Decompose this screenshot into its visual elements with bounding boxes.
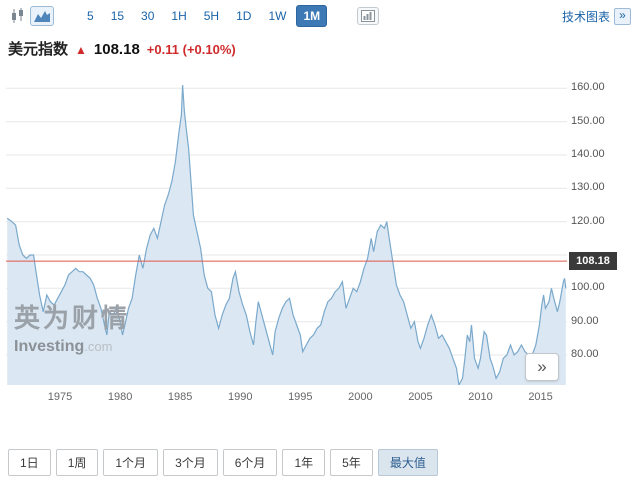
x-tick-label: 1975 xyxy=(47,391,73,403)
expand-chart-button[interactable]: » xyxy=(525,353,559,381)
x-tick-label: 1990 xyxy=(228,391,253,403)
chevron-right-icon: » xyxy=(614,7,631,25)
y-tick-label: 140.00 xyxy=(571,148,605,160)
technical-chart-link[interactable]: 技术图表 » xyxy=(561,7,631,25)
quote-header: 美元指数 ▲ 108.18 +0.11 (+0.10%) xyxy=(8,38,236,59)
interval-1m[interactable]: 1M xyxy=(296,5,328,27)
price-chart[interactable]: 英为财情 Investing.com » xyxy=(6,75,567,385)
y-tick-label: 100.00 xyxy=(571,281,605,294)
interval-group: 5 15 30 1H 5H 1D 1W 1M xyxy=(80,5,328,27)
x-tick-label: 1980 xyxy=(107,391,133,403)
range-selector: 1日 1周 1个月 3个月 6个月 1年 5年 最大值 xyxy=(8,449,438,476)
area-glyph xyxy=(34,11,50,22)
x-tick-label: 1985 xyxy=(167,391,193,403)
y-tick-label: 150.00 xyxy=(571,114,605,127)
candlestick-glyph xyxy=(12,8,23,23)
range-button-1[interactable]: 1周 xyxy=(55,449,99,476)
up-arrow-icon: ▲ xyxy=(75,43,87,57)
range-button-3[interactable]: 3个月 xyxy=(163,449,218,476)
y-tick-label: 120.00 xyxy=(571,214,605,227)
price-chart-canvas xyxy=(6,84,567,385)
x-axis: 1975 1980 1985 1990 1995 2000 2005 2010 2015 xyxy=(6,391,567,405)
instrument-name: 美元指数 xyxy=(8,41,69,58)
interval-1w[interactable]: 1W xyxy=(261,5,293,27)
y-tick-label: 130.00 xyxy=(571,181,605,194)
interval-1d[interactable]: 1D xyxy=(229,5,258,27)
y-tick-label: 80.00 xyxy=(571,348,599,360)
price-line xyxy=(6,84,567,385)
x-tick-label: 1995 xyxy=(288,391,313,403)
range-button-2[interactable]: 1个月 xyxy=(103,449,159,476)
price-change: +0.11 (+0.10%) xyxy=(147,42,236,57)
interval-15[interactable]: 15 xyxy=(104,5,131,27)
area-chart-icon[interactable] xyxy=(30,6,54,26)
chart-toolbar: 5 15 30 1H 5H 1D 1W 1M 技术图表 » xyxy=(0,0,637,30)
range-button-7[interactable]: 最大值 xyxy=(377,449,438,476)
interval-1h[interactable]: 1H xyxy=(164,5,193,27)
y-tick-label: 90.00 xyxy=(571,314,599,327)
range-button-6[interactable]: 5年 xyxy=(330,449,373,476)
price-change-abs: +0.11 xyxy=(146,42,179,57)
area-fill xyxy=(7,85,566,385)
technical-chart-label: 技术图表 xyxy=(561,9,610,24)
range-button-0[interactable]: 1日 xyxy=(8,449,51,476)
x-tick-label: 2000 xyxy=(348,391,373,403)
interval-5h[interactable]: 5H xyxy=(197,5,226,27)
price-change-pct: (+0.10%) xyxy=(182,42,236,57)
panel-glyph xyxy=(361,10,376,22)
y-axis: 108.18 80.00 90.00 100.00 120.00 130.00 140.0… xyxy=(569,75,635,385)
current-price-tag: 108.18 xyxy=(569,252,617,271)
chart-panel-icon[interactable] xyxy=(357,7,380,25)
x-tick-label: 2015 xyxy=(528,391,553,403)
candlestick-chart-icon[interactable] xyxy=(6,5,30,27)
range-button-5[interactable]: 1年 xyxy=(282,449,326,476)
interval-5[interactable]: 5 xyxy=(80,5,101,27)
y-tick-label: 160.00 xyxy=(571,81,605,94)
x-tick-label: 2005 xyxy=(408,391,433,403)
last-price: 108.18 xyxy=(93,41,140,58)
x-tick-label: 2010 xyxy=(468,391,493,403)
interval-30[interactable]: 30 xyxy=(134,5,161,27)
range-button-4[interactable]: 6个月 xyxy=(222,449,278,476)
